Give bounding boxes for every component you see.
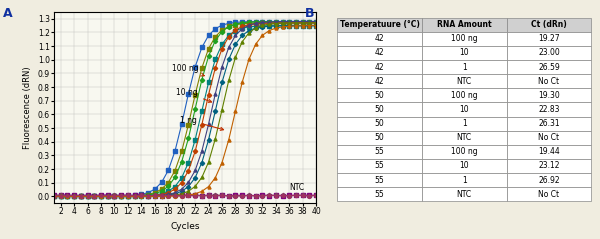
Text: 100 ng: 100 ng [172, 64, 204, 76]
Text: 10 ng: 10 ng [176, 88, 212, 102]
Text: A: A [3, 7, 13, 20]
X-axis label: Cycles: Cycles [170, 222, 200, 231]
Text: B: B [305, 7, 314, 20]
Text: NTC: NTC [289, 183, 304, 192]
Y-axis label: Fluorescence (dRN): Fluorescence (dRN) [23, 66, 32, 149]
Text: 1 ng: 1 ng [181, 116, 224, 130]
